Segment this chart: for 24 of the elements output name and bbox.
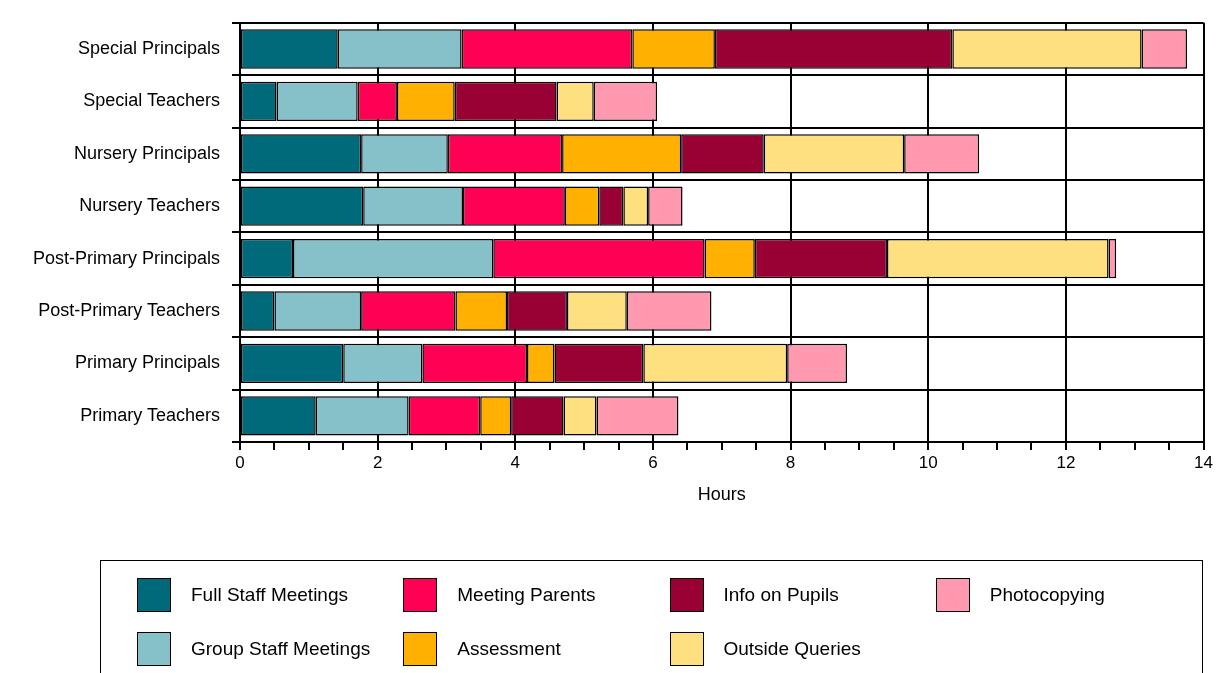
y-tick-label: Special Teachers (83, 90, 220, 111)
x-tick-label: 14 (1194, 452, 1214, 472)
y-tick-label: Post-Primary Principals (32, 247, 220, 268)
x-tick-label: 4 (510, 452, 521, 472)
x-tick-label: 2 (372, 452, 383, 472)
x-tick-label: 8 (785, 452, 796, 472)
x-tick-label: 10 (918, 452, 938, 472)
y-tick-label: Post-Primary Teachers (38, 299, 220, 320)
legend-label: Full Staff Meetings (191, 584, 349, 606)
legend-label: Photocopying (989, 584, 1105, 606)
legend-label: Assessment (457, 638, 561, 660)
legend-label: Info on Pupils (723, 584, 839, 606)
legend-label: Group Staff Meetings (191, 638, 371, 660)
x-axis-title: Hours (697, 484, 746, 505)
y-tick-label: Special Principals (77, 37, 220, 58)
x-tick-label: 0 (235, 452, 245, 472)
x-tick-label: 12 (1056, 452, 1076, 472)
y-tick-label: Primary Principals (74, 352, 220, 373)
y-tick-label: Nursery Principals (73, 142, 220, 163)
y-tick-label: Nursery Teachers (79, 195, 220, 216)
x-tick-label: 6 (648, 452, 658, 472)
legend-label: Outside Queries (723, 638, 861, 660)
legend-label: Meeting Parents (457, 584, 596, 606)
y-tick-label: Primary Teachers (80, 404, 220, 425)
